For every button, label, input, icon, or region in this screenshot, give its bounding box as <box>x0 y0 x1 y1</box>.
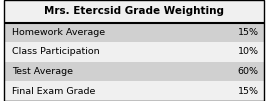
Text: Homework Average: Homework Average <box>12 28 105 37</box>
Text: 15%: 15% <box>238 87 259 96</box>
Text: 60%: 60% <box>238 67 259 76</box>
Text: 10%: 10% <box>238 47 259 56</box>
Text: 15%: 15% <box>238 28 259 37</box>
Text: Class Participation: Class Participation <box>12 47 100 56</box>
Text: Final Exam Grade: Final Exam Grade <box>12 87 95 96</box>
Text: Mrs. Etercsid Grade Weighting: Mrs. Etercsid Grade Weighting <box>44 6 224 16</box>
Text: Test Average: Test Average <box>12 67 73 76</box>
